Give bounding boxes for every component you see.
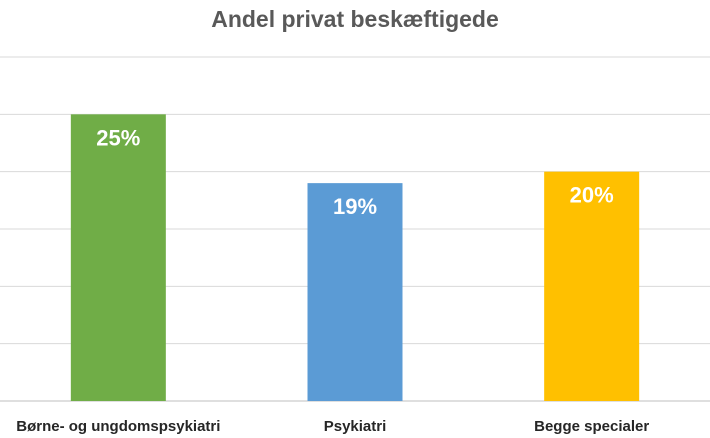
bar-value-label: 20% (570, 183, 614, 208)
category-labels: Børne- og ungdomspsykiatri Psykiatri Begge… (16, 418, 649, 435)
category-label: Børne- og ungdomspsykiatri (16, 418, 220, 435)
bar-value-label: 19% (333, 194, 377, 219)
bars (70, 114, 640, 401)
chart-title: Andel privat beskæftigede (211, 6, 499, 32)
bar (544, 171, 640, 401)
bar (70, 114, 166, 401)
value-labels: 25% 19% 20% (96, 125, 613, 219)
category-label: Psykiatri (324, 418, 387, 435)
category-label: Begge specialer (534, 418, 649, 435)
bar-value-label: 25% (96, 125, 140, 150)
bar (307, 183, 403, 401)
